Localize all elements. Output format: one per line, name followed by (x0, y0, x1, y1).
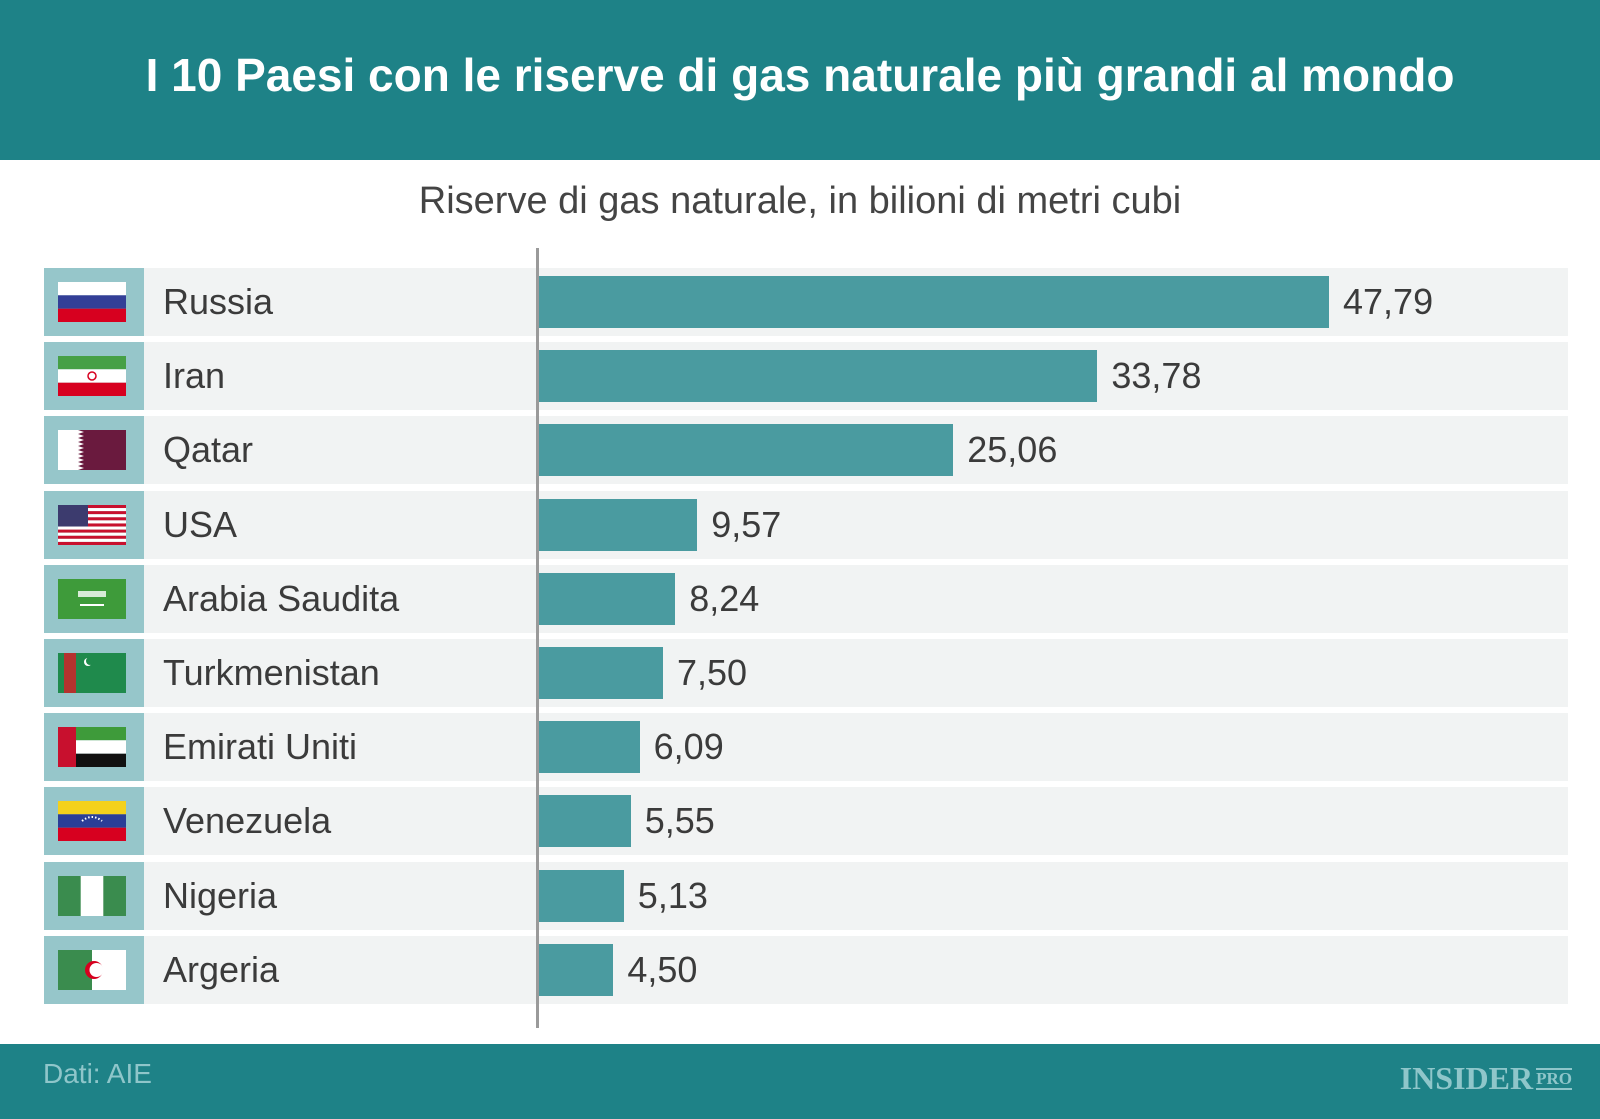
bar (539, 424, 954, 477)
bar-row: Arabia Saudita 8,24 (44, 564, 1568, 633)
flag-box (44, 490, 144, 559)
flag-box (44, 342, 144, 411)
flag-box (44, 861, 144, 930)
algeria-flag-icon (58, 949, 126, 990)
flag-box (44, 564, 144, 633)
value-label: 33,78 (1111, 355, 1202, 397)
bar-row: Qatar 25,06 (44, 416, 1568, 485)
bar-row: Argeria 4,50 (44, 935, 1568, 1004)
value-label: 25,06 (967, 429, 1058, 471)
bar-row: Emirati Uniti 6,09 (44, 713, 1568, 782)
y-axis-line (536, 248, 539, 1028)
qatar-flag-icon (58, 430, 126, 471)
category-label: Qatar (163, 429, 254, 471)
flag-box (44, 787, 144, 856)
flag-box (44, 713, 144, 782)
footer: Dati: AIE INSIDER PRO (0, 1044, 1600, 1119)
source-note: Dati: AIE (43, 1058, 152, 1089)
flag-box (44, 268, 144, 336)
category-label: Argeria (163, 948, 280, 990)
usa-flag-icon (58, 504, 126, 545)
category-label: Venezuela (163, 800, 332, 842)
flag-box (44, 639, 144, 707)
value-label: 5,13 (637, 874, 708, 916)
saudi-arabia-flag-icon (58, 578, 126, 619)
uae-flag-icon (58, 727, 126, 768)
bar (539, 276, 1329, 328)
bar-row: Iran 33,78 (44, 342, 1568, 411)
category-label: Emirati Uniti (163, 726, 358, 768)
value-label: 5,55 (644, 800, 715, 842)
value-label: 7,50 (676, 652, 748, 693)
nigeria-flag-icon (58, 875, 126, 916)
value-label: 9,57 (711, 503, 782, 545)
bar (539, 943, 614, 996)
category-label: USA (163, 503, 238, 545)
value-label: 6,09 (653, 726, 724, 768)
iran-flag-icon (58, 356, 126, 397)
chart-subtitle: Riserve di gas naturale, in bilioni di m… (418, 180, 1182, 222)
header: I 10 Paesi con le riserve di gas natural… (0, 0, 1600, 160)
flag-box (44, 935, 144, 1004)
logo-text: INSIDER (1399, 1060, 1534, 1096)
bar (539, 869, 624, 922)
bar-row: Nigeria 5,13 (44, 861, 1568, 930)
flag-box (44, 416, 144, 485)
bar (539, 647, 663, 699)
bar-row: Turkmenistan 7,50 (44, 639, 1568, 707)
insider-pro-logo: INSIDER PRO (1400, 1060, 1572, 1097)
value-label: 4,50 (627, 948, 698, 990)
russia-flag-icon (58, 282, 126, 322)
bar (539, 795, 631, 848)
bar (539, 721, 640, 774)
value-label: 47,79 (1343, 281, 1434, 322)
category-label: Iran (163, 355, 226, 397)
bar (539, 350, 1098, 403)
bar (539, 572, 676, 625)
turkmenistan-flag-icon (58, 653, 126, 693)
chart-title: I 10 Paesi con le riserve di gas natural… (145, 49, 1455, 101)
value-label: 8,24 (689, 577, 760, 619)
bar-row: USA 9,57 (44, 490, 1568, 559)
category-label: Russia (163, 281, 274, 322)
category-label: Nigeria (163, 874, 278, 916)
category-label: Arabia Saudita (163, 577, 400, 619)
bar (539, 498, 698, 551)
bar-row: Russia 47,79 (44, 268, 1568, 336)
category-label: Turkmenistan (163, 652, 380, 693)
bar-row: Venezuela 5,55 (44, 787, 1568, 856)
venezuela-flag-icon (58, 801, 126, 842)
logo-suffix: PRO (1536, 1067, 1572, 1090)
